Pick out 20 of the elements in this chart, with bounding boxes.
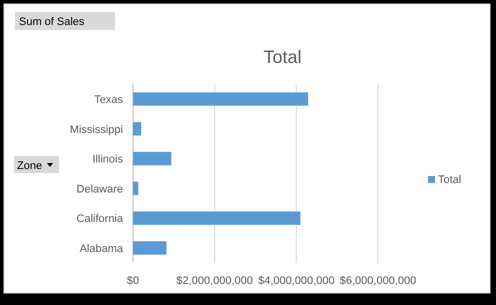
y-tick-label: Texas [94, 94, 124, 106]
text: Sum of Sales [19, 16, 85, 28]
y-tick-label: Delaware [76, 183, 123, 196]
y-tick-label: Alabama [80, 242, 124, 255]
chart-title: Total [263, 47, 302, 67]
bar [133, 182, 138, 196]
bar [133, 122, 142, 136]
y-tick-label: Illinois [92, 154, 124, 166]
y-tick-label: California [76, 213, 124, 226]
legend-label: Total [438, 174, 462, 186]
y-axis-title: Zone [17, 160, 42, 172]
bar [133, 241, 166, 255]
bar [133, 152, 172, 166]
x-tick-label: $0 [126, 275, 140, 287]
bar [133, 211, 300, 225]
x-tick-label: $6,000,000,000 [340, 275, 416, 287]
y-tick-label: Mississippi [70, 124, 123, 136]
x-tick-label: $4,000,000,000 [258, 275, 335, 287]
bar [133, 92, 308, 106]
x-tick-label: $2,000,000,000 [176, 275, 253, 287]
